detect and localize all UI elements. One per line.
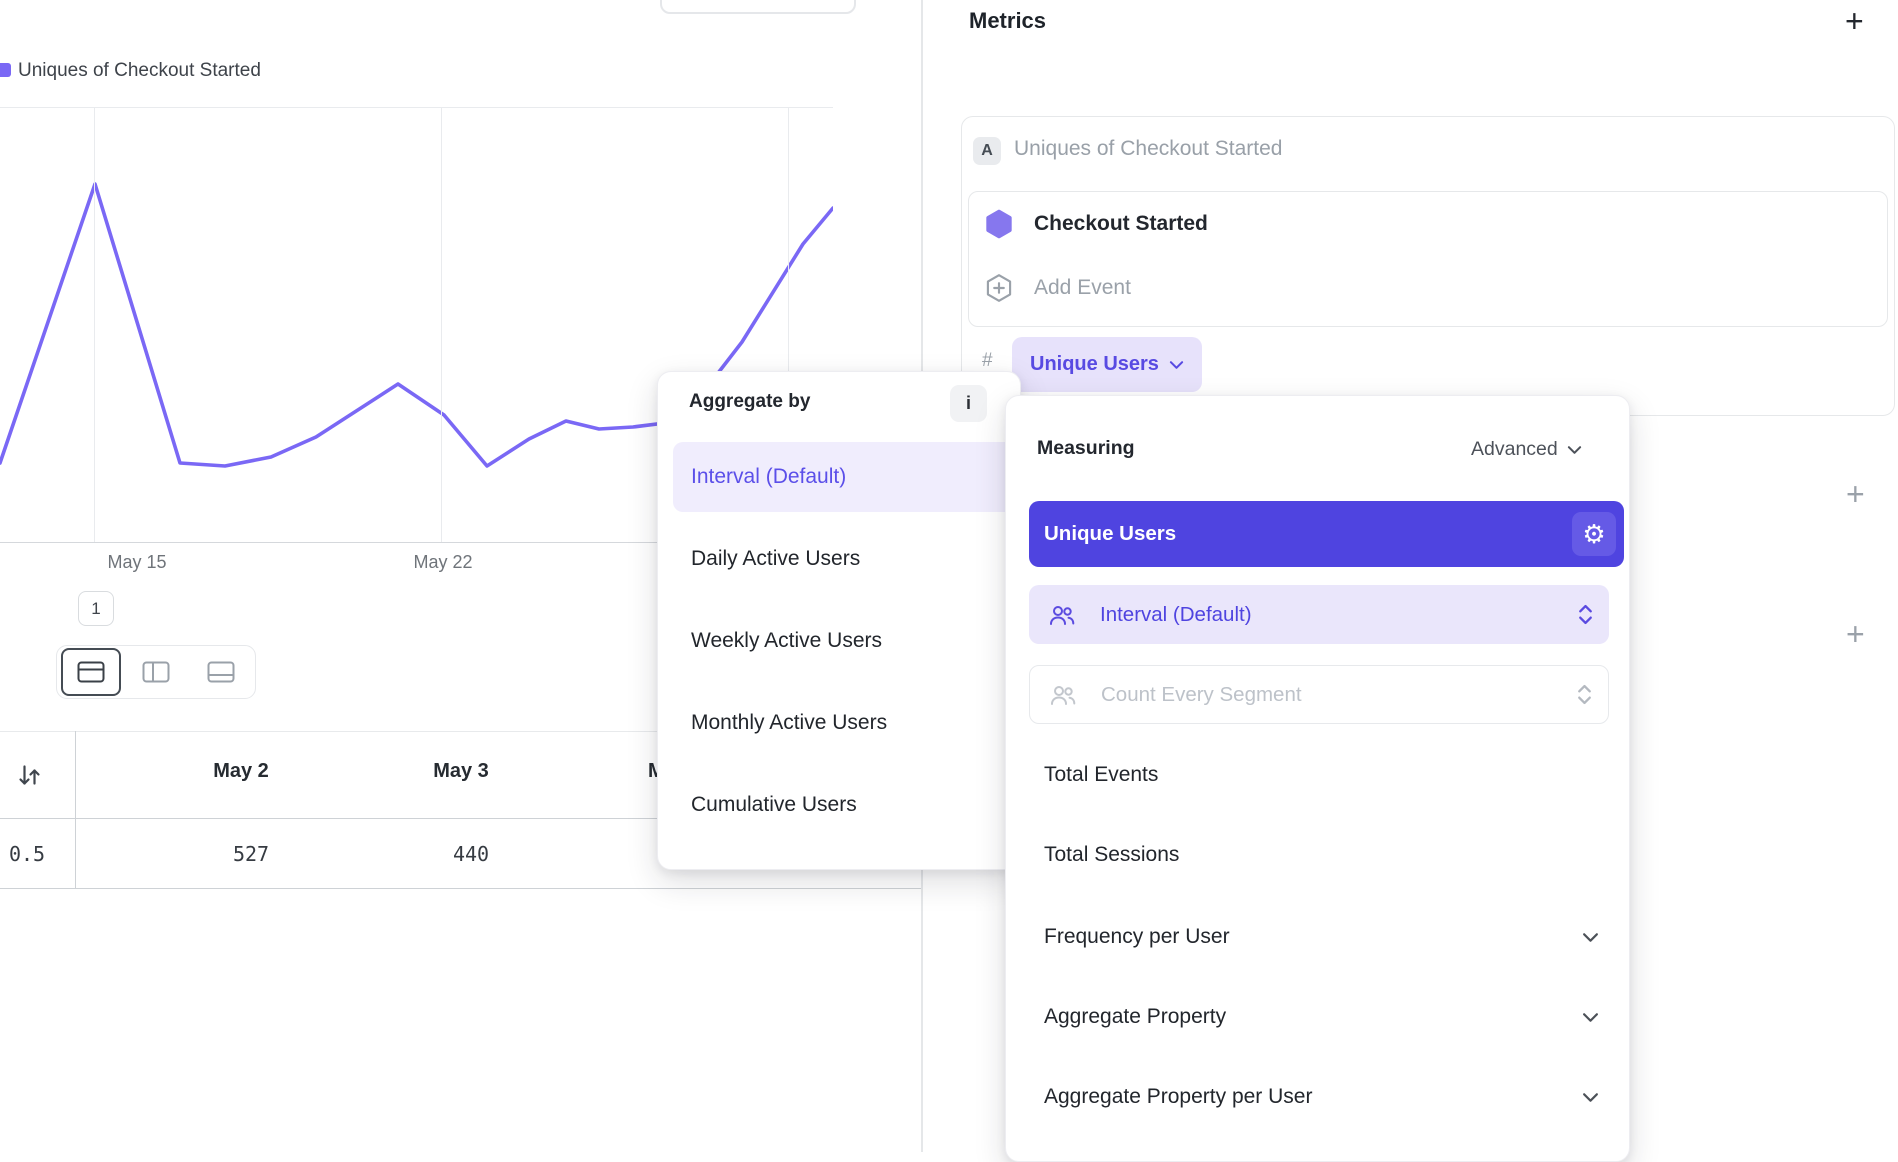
table-top-border: [0, 731, 921, 732]
add-event-label[interactable]: Add Event: [1034, 276, 1131, 299]
plus-icon: +: [1846, 476, 1865, 512]
add-metric-button[interactable]: +: [1845, 5, 1864, 37]
toolbar-fragment: [660, 0, 856, 14]
sort-button[interactable]: [16, 762, 43, 789]
table-cell: 0.5: [8, 842, 46, 866]
updown-chevron-icon: [1578, 604, 1593, 625]
settings-button[interactable]: ⚙: [1572, 512, 1616, 556]
menu-item-frequency-per-user[interactable]: Frequency per User: [1029, 912, 1609, 962]
table-cell: 527: [232, 842, 270, 866]
metric-card-title[interactable]: Uniques of Checkout Started: [1014, 137, 1283, 160]
people-icon: [1048, 603, 1076, 627]
table-header-rule: [0, 818, 921, 819]
x-axis-tick: May 15: [107, 552, 167, 572]
layout-toggle-split-horizontal[interactable]: [61, 648, 121, 696]
chevron-down-icon: [1169, 360, 1184, 370]
series-legend-label: Uniques of Checkout Started: [18, 60, 261, 81]
chart-gridline: [441, 108, 442, 542]
updown-chevron-icon: [1577, 684, 1592, 705]
menu-item-label: Aggregate Property: [1044, 1005, 1227, 1028]
menu-item-daily-active-users[interactable]: Daily Active Users: [691, 547, 861, 570]
info-button[interactable]: i: [950, 385, 987, 422]
menu-item-weekly-active-users[interactable]: Weekly Active Users: [691, 629, 882, 652]
advanced-label: Advanced: [1471, 438, 1558, 460]
menu-item-total-sessions[interactable]: Total Sessions: [1029, 830, 1609, 880]
measuring-option-unique-users-selected[interactable]: Unique Users ⚙: [1029, 501, 1624, 567]
series-index-button[interactable]: 1: [78, 591, 114, 626]
gear-icon: ⚙: [1582, 519, 1606, 549]
series-color-marker: [0, 63, 11, 77]
menu-item-interval-default[interactable]: Interval (Default): [673, 442, 1020, 512]
segment-selector-label: Count Every Segment: [1101, 682, 1302, 706]
unique-users-label: Unique Users: [1044, 522, 1177, 545]
menu-item-aggregate-property-per-user[interactable]: Aggregate Property per User: [1029, 1072, 1609, 1122]
chevron-down-icon: [1582, 1092, 1599, 1103]
metrics-section-title: Metrics: [969, 8, 1047, 33]
add-filter-button[interactable]: +: [1846, 478, 1865, 510]
interval-selector-label: Interval (Default): [1100, 602, 1252, 626]
metric-badge: A: [973, 137, 1001, 165]
split-vertical-icon: [142, 661, 170, 683]
advanced-toggle[interactable]: Advanced: [1471, 438, 1582, 461]
menu-item-cumulative-users[interactable]: Cumulative Users: [691, 793, 857, 816]
measure-chip[interactable]: Unique Users: [1012, 337, 1202, 392]
layout-toggle-split-vertical[interactable]: [126, 648, 186, 696]
table-col-header[interactable]: May 2: [213, 760, 269, 782]
split-horizontal-icon: [77, 661, 105, 683]
event-name[interactable]: Checkout Started: [1034, 212, 1208, 235]
chart-gridline: [788, 108, 789, 542]
info-icon: i: [965, 393, 971, 413]
add-event-button[interactable]: [983, 272, 1015, 304]
measure-chip-label: Unique Users: [1030, 353, 1159, 375]
table-cell: 440: [452, 842, 490, 866]
chart-gridline: [94, 108, 95, 542]
people-icon: [1049, 683, 1077, 707]
menu-item-label: Aggregate Property per User: [1044, 1085, 1313, 1108]
plus-icon: +: [1845, 3, 1864, 39]
event-card: [968, 191, 1888, 327]
table-column-separator: [75, 731, 76, 888]
sort-icon: [16, 762, 43, 789]
count-every-segment-selector[interactable]: Count Every Segment: [1029, 665, 1609, 724]
add-breakdown-button[interactable]: +: [1846, 618, 1865, 650]
x-axis-tick: May 22: [413, 552, 473, 572]
bottom-panel-icon: [207, 661, 235, 683]
number-symbol: #: [982, 350, 993, 371]
measuring-title: Measuring: [1037, 437, 1135, 459]
aggregate-by-title: Aggregate by: [689, 391, 811, 412]
menu-item-aggregate-property[interactable]: Aggregate Property: [1029, 992, 1609, 1042]
add-event-hexagon-icon: [983, 272, 1015, 304]
chevron-down-icon: [1582, 932, 1599, 943]
layout-toggle-group: [56, 645, 256, 699]
menu-item-monthly-active-users[interactable]: Monthly Active Users: [691, 711, 888, 734]
interval-selector[interactable]: Interval (Default): [1029, 585, 1609, 644]
event-hexagon-icon: [983, 208, 1015, 240]
menu-item-total-events[interactable]: Total Events: [1029, 750, 1609, 800]
layout-toggle-bottom-panel[interactable]: [191, 648, 251, 696]
menu-item-label: Total Sessions: [1044, 843, 1180, 866]
menu-item-label: Frequency per User: [1044, 925, 1230, 948]
chevron-down-icon: [1567, 445, 1582, 455]
menu-item-label: Total Events: [1044, 763, 1159, 786]
plus-icon: +: [1846, 616, 1865, 652]
chevron-down-icon: [1582, 1012, 1599, 1023]
table-col-header[interactable]: May 3: [433, 760, 489, 782]
table-bottom-rule: [0, 888, 921, 889]
